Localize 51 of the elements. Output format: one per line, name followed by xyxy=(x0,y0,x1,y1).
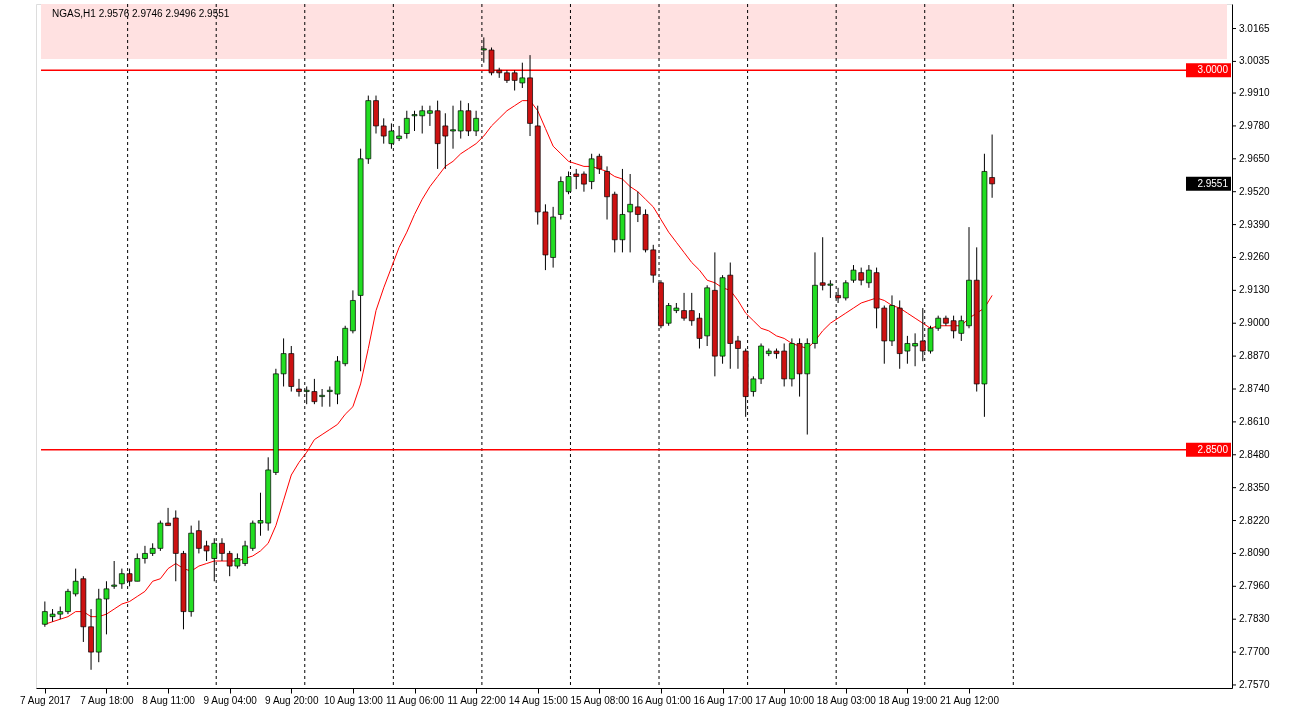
candlestick xyxy=(735,335,741,370)
x-tick-label: 7 Aug 18:00 xyxy=(80,694,135,706)
candlestick xyxy=(450,105,456,150)
candlestick xyxy=(403,110,410,140)
y-tick-label: 2.9260 xyxy=(1239,251,1271,263)
x-tick-label: 11 Aug 22:00 xyxy=(447,694,507,706)
candlestick xyxy=(65,588,71,615)
candlestick xyxy=(842,279,849,301)
y-tick-label: 3.0035 xyxy=(1239,55,1271,67)
y-tick-label: 2.8480 xyxy=(1239,448,1271,460)
y-tick-label: 2.8870 xyxy=(1239,350,1271,362)
x-tick-label: 15 Aug 08:00 xyxy=(570,694,630,706)
x-tick-label: 7 Aug 2017 xyxy=(20,694,72,706)
x-tick-label: 17 Aug 10:00 xyxy=(755,694,815,706)
y-tick-label: 2.7960 xyxy=(1239,580,1271,592)
y-tick-label: 2.7830 xyxy=(1239,613,1271,625)
x-tick-label: 21 Aug 12:00 xyxy=(940,694,1000,706)
x-tick-label: 18 Aug 19:00 xyxy=(878,694,938,706)
ref-line-label: 2.8500 xyxy=(1197,443,1229,455)
candlestick xyxy=(627,173,633,253)
y-tick-label: 2.7570 xyxy=(1239,678,1271,690)
y-tick-label: 2.9650 xyxy=(1239,152,1271,164)
y-tick-label: 2.9000 xyxy=(1239,317,1271,329)
y-tick-label: 2.9130 xyxy=(1239,284,1271,296)
chart-title: NGAS,H1 2.9576 2.9746 2.9496 2.9551 xyxy=(52,8,230,19)
y-tick-label: 2.8610 xyxy=(1239,415,1271,427)
y-tick-label: 2.9520 xyxy=(1239,185,1271,197)
candlestick xyxy=(142,545,148,565)
x-tick-label: 14 Aug 15:00 xyxy=(508,694,569,706)
y-tick-label: 3.0165 xyxy=(1239,22,1271,34)
y-tick-label: 2.9910 xyxy=(1239,87,1271,99)
candlestick xyxy=(111,560,118,590)
x-tick-label: 10 Aug 13:00 xyxy=(323,694,384,706)
y-tick-label: 2.9390 xyxy=(1239,218,1271,230)
ref-line-label: 3.0000 xyxy=(1197,64,1229,76)
x-tick-label: 16 Aug 17:00 xyxy=(693,694,753,706)
y-tick-label: 2.8090 xyxy=(1239,547,1271,559)
candlestick xyxy=(219,537,225,562)
y-tick-label: 2.9780 xyxy=(1239,119,1271,131)
x-tick-label: 18 Aug 03:00 xyxy=(816,694,877,706)
x-tick-label: 11 Aug 06:00 xyxy=(385,694,445,706)
x-tick-label: 8 Aug 11:00 xyxy=(142,694,196,706)
y-tick-label: 2.8220 xyxy=(1239,514,1271,526)
x-tick-label: 9 Aug 20:00 xyxy=(265,694,319,706)
x-tick-label: 16 Aug 01:00 xyxy=(631,694,692,706)
y-tick-label: 2.7700 xyxy=(1239,646,1271,658)
y-tick-label: 2.8740 xyxy=(1239,383,1271,394)
y-tick-label: 2.8350 xyxy=(1239,481,1271,493)
x-tick-label: 9 Aug 04:00 xyxy=(203,694,258,706)
annotation: 2.9551 xyxy=(1197,177,1229,189)
candlestick xyxy=(296,378,302,398)
